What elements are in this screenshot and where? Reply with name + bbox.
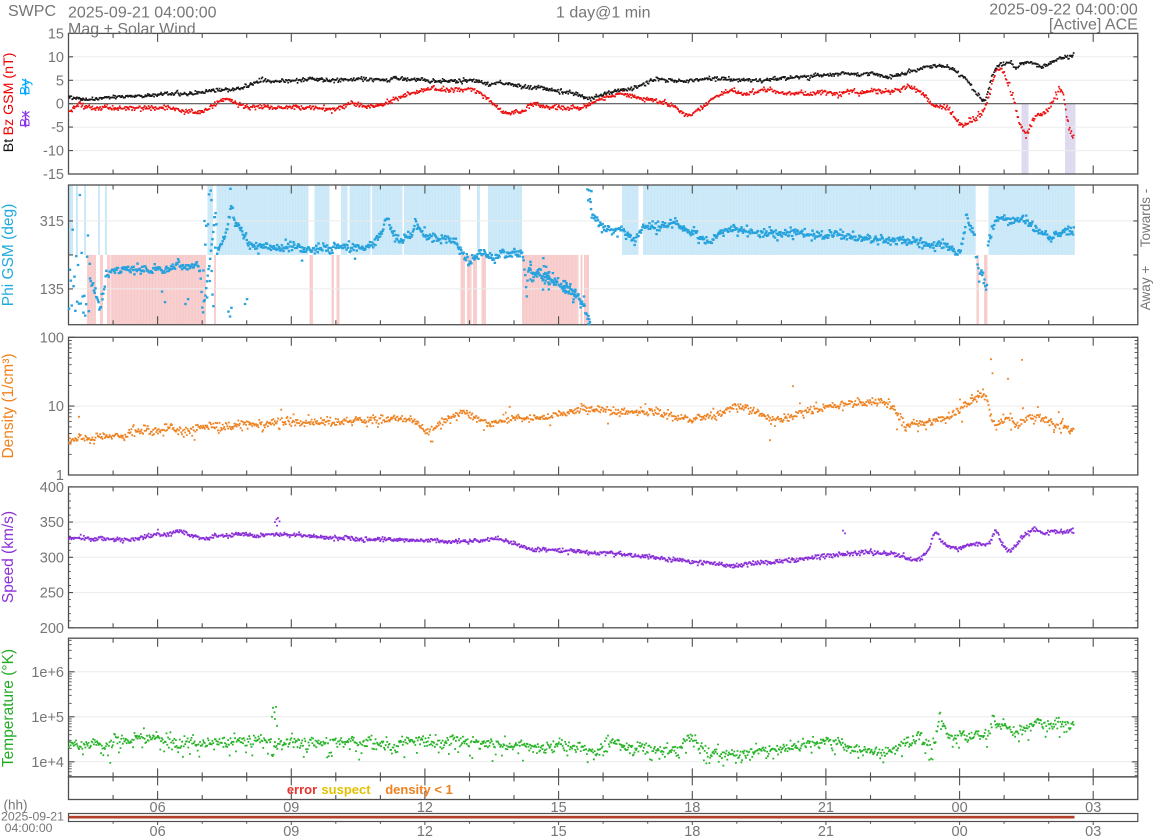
- svg-text:1e+4: 1e+4: [31, 755, 64, 771]
- svg-text:250: 250: [40, 586, 64, 602]
- svg-text:-15: -15: [43, 167, 64, 183]
- svg-text:06: 06: [150, 800, 166, 816]
- svg-text:00: 00: [952, 800, 968, 816]
- svg-text:15: 15: [551, 824, 567, 838]
- svg-text:1e+6: 1e+6: [31, 665, 64, 681]
- svg-text:-10: -10: [43, 144, 64, 160]
- svg-text:135: 135: [40, 282, 64, 298]
- svg-text:18: 18: [684, 824, 700, 838]
- svg-text:5: 5: [56, 73, 64, 89]
- svg-text:00: 00: [952, 824, 968, 838]
- svg-text:Away +: Away +: [1138, 266, 1153, 311]
- svg-text:350: 350: [40, 515, 64, 531]
- svg-text:1: 1: [56, 468, 64, 484]
- svg-text:2025-09-21 04:00:00: 2025-09-21 04:00:00: [68, 5, 217, 22]
- svg-text:06: 06: [150, 824, 166, 838]
- svg-text:(hh): (hh): [4, 798, 28, 813]
- svg-text:10: 10: [48, 50, 64, 66]
- svg-text:Towards -: Towards -: [1138, 189, 1153, 248]
- svg-text:Mag + Solar Wind: Mag + Solar Wind: [68, 21, 196, 38]
- svg-text:[Active] ACE: [Active] ACE: [1049, 17, 1138, 34]
- svg-text:100: 100: [40, 330, 64, 346]
- svg-text:Density (1/cm³): Density (1/cm³): [0, 353, 17, 458]
- svg-text:300: 300: [40, 550, 64, 566]
- svg-text:15: 15: [48, 26, 64, 42]
- svg-text:2025-09-22 04:00:00: 2025-09-22 04:00:00: [989, 2, 1138, 19]
- svg-text:315: 315: [40, 214, 64, 230]
- svg-text:Bz GSM (nT): Bz GSM (nT): [1, 53, 17, 136]
- svg-text:Bt: Bt: [1, 139, 17, 152]
- svg-text:04:00:00: 04:00:00: [5, 821, 53, 835]
- svg-text:Bx: Bx: [18, 111, 34, 128]
- svg-text:200: 200: [40, 621, 64, 637]
- svg-text:1 day@1 min: 1 day@1 min: [556, 5, 651, 22]
- svg-text:suspect: suspect: [321, 782, 371, 797]
- svg-text:18: 18: [684, 800, 700, 816]
- svg-text:0: 0: [56, 97, 64, 113]
- svg-text:10: 10: [48, 399, 64, 415]
- svg-text:By: By: [18, 78, 34, 95]
- svg-text:400: 400: [40, 480, 64, 496]
- svg-text:09: 09: [283, 800, 299, 816]
- svg-text:09: 09: [283, 824, 299, 838]
- svg-text:Temperature (°K): Temperature (°K): [0, 649, 17, 767]
- svg-text:SWPC: SWPC: [8, 3, 56, 20]
- svg-text:03: 03: [1085, 824, 1101, 838]
- svg-text:12: 12: [417, 824, 433, 838]
- svg-text:12: 12: [417, 800, 433, 816]
- svg-text:15: 15: [551, 800, 567, 816]
- svg-text:21: 21: [818, 824, 834, 838]
- svg-text:Phi GSM (deg): Phi GSM (deg): [0, 204, 17, 307]
- svg-text:error: error: [287, 782, 317, 797]
- svg-text:1e+5: 1e+5: [31, 710, 64, 726]
- svg-text:density < 1: density < 1: [385, 782, 453, 797]
- svg-text:2025-09-21: 2025-09-21: [1, 810, 64, 824]
- svg-text:03: 03: [1085, 800, 1101, 816]
- svg-text:Speed (km/s): Speed (km/s): [0, 511, 17, 603]
- svg-text:-5: -5: [51, 120, 64, 136]
- svg-text:21: 21: [818, 800, 834, 816]
